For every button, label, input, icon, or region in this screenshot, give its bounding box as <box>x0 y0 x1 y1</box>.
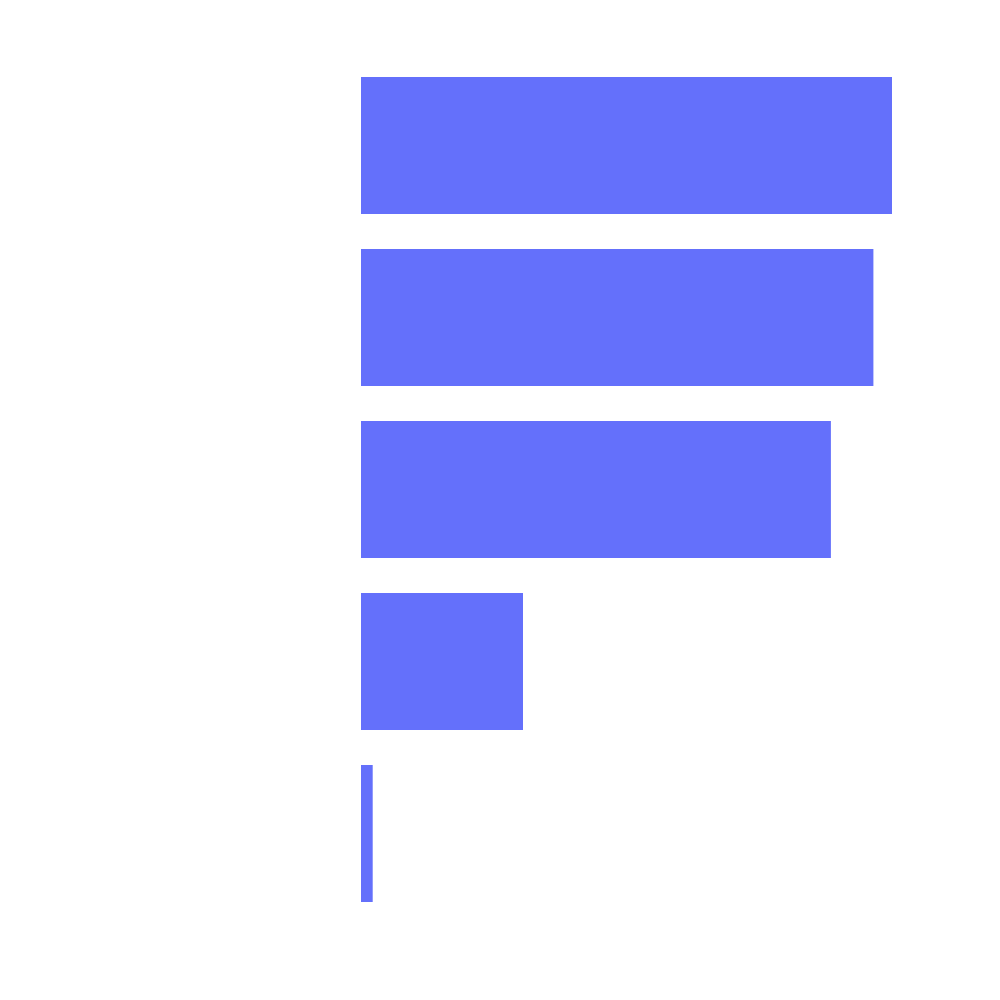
bar-4 <box>361 593 523 730</box>
bar-2 <box>361 249 874 386</box>
bar-1 <box>361 77 892 214</box>
bar-5 <box>361 765 373 902</box>
bar-3 <box>361 421 831 558</box>
bars-group <box>361 77 892 902</box>
